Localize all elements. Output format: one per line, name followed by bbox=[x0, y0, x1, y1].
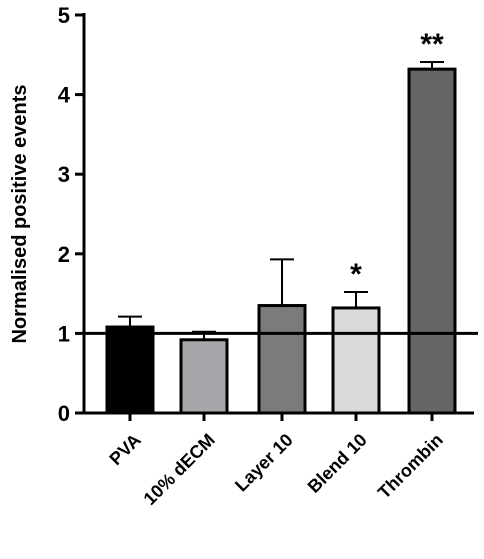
bar-0 bbox=[105, 325, 155, 415]
significance-marker-3: * bbox=[350, 258, 362, 291]
bar-3 bbox=[331, 306, 381, 415]
bar-4 bbox=[407, 67, 457, 415]
bar-1 bbox=[179, 338, 229, 415]
x-label-0: PVA bbox=[105, 430, 144, 469]
y-tick-label-0: 0 bbox=[58, 401, 70, 426]
x-label-4: Thrombin bbox=[374, 430, 447, 503]
x-label-2: Layer 10 bbox=[231, 430, 297, 496]
axes-group bbox=[82, 13, 474, 421]
error-bars-group bbox=[118, 60, 444, 340]
significance-group: *** bbox=[350, 28, 444, 291]
bars-group bbox=[105, 67, 457, 415]
y-axis-title: Normalised positive events bbox=[9, 85, 31, 344]
significance-marker-4: ** bbox=[420, 28, 444, 61]
x-label-1: 10% dECM bbox=[140, 430, 219, 509]
y-ticks-group: 0 1 2 3 4 5 bbox=[58, 3, 84, 426]
y-tick-label-5: 5 bbox=[58, 3, 70, 28]
y-axis-title-group: Normalised positive events bbox=[9, 85, 31, 344]
y-tick-label-1: 1 bbox=[58, 321, 70, 346]
y-tick-label-4: 4 bbox=[58, 83, 71, 108]
y-tick-label-2: 2 bbox=[58, 242, 70, 267]
y-tick-label-3: 3 bbox=[58, 162, 70, 187]
x-label-3: Blend 10 bbox=[304, 430, 371, 497]
bar-2 bbox=[257, 304, 307, 415]
